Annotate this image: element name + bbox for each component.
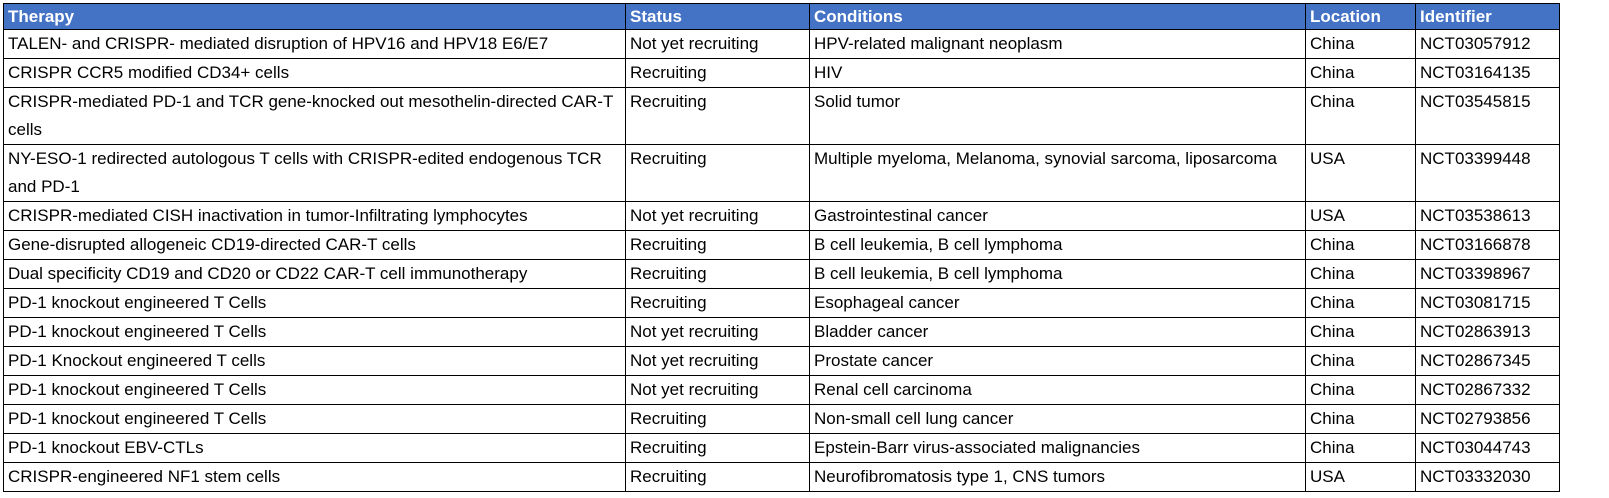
status-cell: Not yet recruiting [625, 346, 810, 376]
table-row: PD-1 knockout engineered T Cells Not yet … [3, 317, 1560, 347]
identifier-cell: NCT03332030 [1415, 462, 1560, 492]
location-cell: China [1305, 259, 1416, 289]
header-conditions: Conditions [809, 3, 1306, 30]
header-location: Location [1305, 3, 1416, 30]
conditions-cell: HPV-related malignant neoplasm [809, 29, 1306, 59]
location-cell: China [1305, 58, 1416, 88]
header-identifier: Identifier [1415, 3, 1560, 30]
therapy-cell: PD-1 knockout engineered T Cells [3, 375, 626, 405]
location-cell: China [1305, 317, 1416, 347]
identifier-cell: NCT03399448 [1415, 144, 1560, 202]
status-cell: Recruiting [625, 87, 810, 145]
therapy-cell: PD-1 knockout engineered T Cells [3, 288, 626, 318]
status-cell: Recruiting [625, 259, 810, 289]
table-row: CRISPR-mediated PD-1 and TCR gene-knocke… [3, 87, 1560, 145]
location-cell: China [1305, 29, 1416, 59]
identifier-cell: NCT03538613 [1415, 201, 1560, 231]
status-cell: Recruiting [625, 404, 810, 434]
location-cell: China [1305, 230, 1416, 260]
therapy-cell: CRISPR-mediated PD-1 and TCR gene-knocke… [3, 87, 626, 145]
status-cell: Recruiting [625, 58, 810, 88]
therapy-cell: PD-1 Knockout engineered T cells [3, 346, 626, 376]
status-cell: Recruiting [625, 144, 810, 202]
identifier-cell: NCT03044743 [1415, 433, 1560, 463]
header-row: Therapy Status Conditions Location Ident… [3, 3, 1560, 30]
table-row: CRISPR-mediated CISH inactivation in tum… [3, 201, 1560, 231]
table-header: Therapy Status Conditions Location Ident… [3, 3, 1560, 30]
conditions-cell: Epstein-Barr virus-associated malignanci… [809, 433, 1306, 463]
location-cell: USA [1305, 201, 1416, 231]
table-row: Dual specificity CD19 and CD20 or CD22 C… [3, 259, 1560, 289]
table-body: TALEN- and CRISPR- mediated disruption o… [3, 29, 1560, 492]
identifier-cell: NCT02867345 [1415, 346, 1560, 376]
status-cell: Not yet recruiting [625, 29, 810, 59]
location-cell: China [1305, 375, 1416, 405]
identifier-cell: NCT02863913 [1415, 317, 1560, 347]
identifier-cell: NCT03545815 [1415, 87, 1560, 145]
location-cell: China [1305, 87, 1416, 145]
therapy-cell: Dual specificity CD19 and CD20 or CD22 C… [3, 259, 626, 289]
therapy-cell: PD-1 knockout engineered T Cells [3, 404, 626, 434]
table-row: PD-1 knockout EBV-CTLs Recruiting Epstein-… [3, 433, 1560, 463]
conditions-cell: Prostate cancer [809, 346, 1306, 376]
status-cell: Recruiting [625, 433, 810, 463]
conditions-cell: B cell leukemia, B cell lymphoma [809, 230, 1306, 260]
status-cell: Recruiting [625, 288, 810, 318]
header-therapy: Therapy [3, 3, 626, 30]
identifier-cell: NCT03081715 [1415, 288, 1560, 318]
clinical-trials-table: Therapy Status Conditions Location Ident… [3, 3, 1560, 492]
table-row: CRISPR-engineered NF1 stem cells Recruiti… [3, 462, 1560, 492]
therapy-cell: CRISPR-mediated CISH inactivation in tum… [3, 201, 626, 231]
identifier-cell: NCT03166878 [1415, 230, 1560, 260]
conditions-cell: Solid tumor [809, 87, 1306, 145]
therapy-cell: Gene-disrupted allogeneic CD19-directed … [3, 230, 626, 260]
table-row: PD-1 Knockout engineered T cells Not yet … [3, 346, 1560, 376]
header-status: Status [625, 3, 810, 30]
status-cell: Not yet recruiting [625, 317, 810, 347]
conditions-cell: B cell leukemia, B cell lymphoma [809, 259, 1306, 289]
location-cell: China [1305, 433, 1416, 463]
therapy-cell: CRISPR-engineered NF1 stem cells [3, 462, 626, 492]
identifier-cell: NCT03398967 [1415, 259, 1560, 289]
status-cell: Not yet recruiting [625, 375, 810, 405]
conditions-cell: HIV [809, 58, 1306, 88]
therapy-cell: PD-1 knockout EBV-CTLs [3, 433, 626, 463]
location-cell: USA [1305, 144, 1416, 202]
therapy-cell: NY-ESO-1 redirected autologous T cells w… [3, 144, 626, 202]
table-row: Gene-disrupted allogeneic CD19-directed … [3, 230, 1560, 260]
location-cell: USA [1305, 462, 1416, 492]
location-cell: China [1305, 404, 1416, 434]
table-row: PD-1 knockout engineered T Cells Recruiti… [3, 288, 1560, 318]
table-row: PD-1 knockout engineered T Cells Recruiti… [3, 404, 1560, 434]
therapy-cell: TALEN- and CRISPR- mediated disruption o… [3, 29, 626, 59]
conditions-cell: Neurofibromatosis type 1, CNS tumors [809, 462, 1306, 492]
therapy-cell: CRISPR CCR5 modified CD34+ cells [3, 58, 626, 88]
status-cell: Recruiting [625, 462, 810, 492]
identifier-cell: NCT03057912 [1415, 29, 1560, 59]
conditions-cell: Renal cell carcinoma [809, 375, 1306, 405]
identifier-cell: NCT03164135 [1415, 58, 1560, 88]
conditions-cell: Esophageal cancer [809, 288, 1306, 318]
status-cell: Recruiting [625, 230, 810, 260]
conditions-cell: Bladder cancer [809, 317, 1306, 347]
table-row: NY-ESO-1 redirected autologous T cells w… [3, 144, 1560, 202]
conditions-cell: Multiple myeloma, Melanoma, synovial sar… [809, 144, 1306, 202]
location-cell: China [1305, 346, 1416, 376]
identifier-cell: NCT02867332 [1415, 375, 1560, 405]
table-row: CRISPR CCR5 modified CD34+ cells Recruiti… [3, 58, 1560, 88]
location-cell: China [1305, 288, 1416, 318]
conditions-cell: Non-small cell lung cancer [809, 404, 1306, 434]
table-row: PD-1 knockout engineered T Cells Not yet … [3, 375, 1560, 405]
status-cell: Not yet recruiting [625, 201, 810, 231]
table-row: TALEN- and CRISPR- mediated disruption o… [3, 29, 1560, 59]
conditions-cell: Gastrointestinal cancer [809, 201, 1306, 231]
therapy-cell: PD-1 knockout engineered T Cells [3, 317, 626, 347]
identifier-cell: NCT02793856 [1415, 404, 1560, 434]
